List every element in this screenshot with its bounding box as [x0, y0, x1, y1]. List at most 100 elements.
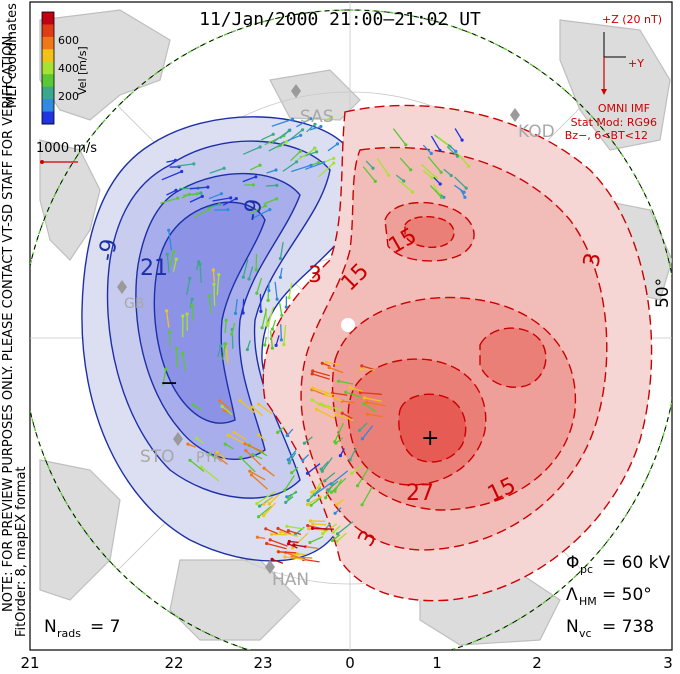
velocity-vector-origin — [320, 469, 324, 473]
velocity-vector — [454, 176, 467, 189]
station-label-kod: KOD — [518, 122, 555, 142]
colorbar-tick-label: 600 — [58, 34, 79, 47]
velocity-vector-origin — [335, 142, 340, 146]
colorbar-label: Vel [m/s] — [76, 46, 89, 95]
velocity-vector — [268, 144, 281, 152]
velocity-vector — [327, 143, 338, 152]
velocity-vector-origin — [290, 546, 295, 550]
velocity-vector — [307, 487, 322, 502]
velocity-vector — [213, 284, 216, 306]
velocity-vector-origin — [200, 194, 204, 198]
velocity-vector-origin — [356, 484, 360, 488]
velocity-vector-origin — [319, 402, 323, 406]
velocity-vector — [330, 470, 349, 485]
velocity-vector — [258, 505, 272, 518]
velocity-vector-origin — [313, 122, 317, 126]
velocity-vector-origin — [311, 369, 315, 373]
velocity-vector-origin — [219, 192, 224, 196]
negative-cell — [81, 116, 346, 562]
velocity-vector-origin — [286, 458, 290, 462]
velocity-vector — [271, 118, 293, 127]
velocity-vector — [307, 463, 321, 474]
velocity-vector-origin — [324, 360, 328, 365]
velocity-vector-origin — [340, 411, 344, 415]
velocity-vector-origin — [190, 297, 194, 301]
contour-label-pos-4: 27 — [406, 481, 434, 506]
velocity-vector-origin — [271, 132, 275, 136]
velocity-vector-origin — [302, 441, 306, 445]
velocity-vector-origin — [217, 202, 222, 206]
svg-text:= 738: = 738 — [602, 617, 654, 637]
velocity-vector — [365, 160, 374, 169]
velocity-vector — [291, 556, 313, 559]
velocity-vector — [454, 184, 465, 193]
velocity-vector-origin — [309, 117, 313, 121]
contour-label-neg-3: 21 — [140, 256, 168, 281]
velocity-vector-origin — [278, 143, 282, 147]
velocity-vector — [291, 164, 312, 173]
velocity-vector-origin — [335, 503, 339, 507]
velocity-vector-origin — [320, 361, 324, 365]
velocity-vector — [168, 230, 173, 251]
velocity-vector — [274, 281, 278, 300]
velocity-vector — [286, 525, 304, 530]
velocity-vector-origin — [333, 489, 337, 493]
velocity-vector — [249, 164, 261, 171]
velocity-vector-origin — [310, 398, 314, 402]
velocity-vector — [447, 144, 457, 152]
velocity-vector-origin — [298, 149, 302, 153]
velocity-vector-origin — [322, 161, 326, 165]
svg-text:Λ: Λ — [566, 585, 578, 605]
velocity-vector — [337, 521, 354, 535]
velocity-vector — [330, 477, 347, 493]
velocity-vector — [234, 299, 238, 314]
velocity-vector-origin — [245, 347, 249, 352]
velocity-vector-origin — [258, 163, 262, 167]
velocity-vector-origin — [270, 532, 274, 536]
contour-label-neg-1: -9 — [94, 237, 122, 263]
velocity-vector — [261, 308, 268, 328]
velocity-vector — [209, 167, 225, 174]
velocity-vector — [269, 539, 288, 547]
velocity-vector — [252, 453, 263, 460]
velocity-vector — [266, 542, 287, 550]
velocity-vector-origin — [316, 161, 320, 165]
velocity-vector — [276, 141, 287, 149]
velocity-vector-origin — [348, 385, 352, 389]
colorbar-swatch — [42, 49, 54, 63]
max-marker: + — [421, 426, 439, 451]
velocity-vector-origin — [360, 364, 364, 368]
colorbar-tick-label: 400 — [58, 62, 79, 75]
velocity-vector-origin — [275, 197, 279, 201]
station-label-pyk: PYK — [196, 450, 223, 466]
velocity-vector — [305, 162, 324, 170]
velocity-vector-origin — [276, 550, 281, 554]
svg-text:N: N — [44, 617, 57, 637]
velocity-vector-origin — [404, 143, 408, 147]
velocity-vector-origin — [265, 541, 269, 546]
imf-condition: Bz−, 6<BT<12 — [565, 129, 648, 142]
velocity-vector — [161, 170, 182, 181]
velocity-vector — [265, 528, 278, 535]
n-rads-stat: N rads = 7 — [44, 617, 120, 640]
velocity-vector-origin — [309, 163, 313, 167]
velocity-vector — [282, 161, 297, 172]
colorbar-swatch — [42, 12, 54, 25]
velocity-vector — [215, 455, 228, 465]
velocity-vector — [266, 306, 275, 326]
velocity-vector-origin — [337, 379, 341, 383]
velocity-vector-origin — [323, 479, 327, 483]
velocity-vector-origin — [299, 133, 303, 137]
velocity-vector-origin — [338, 454, 342, 458]
colorbar-swatch — [42, 86, 54, 100]
velocity-vector-origin — [206, 185, 210, 189]
velocity-vector — [432, 184, 440, 195]
velocity-vector — [268, 493, 280, 505]
colorbar-swatch — [42, 24, 54, 38]
svg-text:= 60 kV: = 60 kV — [602, 553, 671, 573]
contour-label-pos-1: 3 — [308, 263, 322, 288]
velocity-vector-origin — [250, 452, 255, 457]
neg-contour-4 — [153, 201, 266, 424]
station-label-han: HAN — [272, 570, 309, 590]
velocity-vector — [326, 361, 341, 366]
